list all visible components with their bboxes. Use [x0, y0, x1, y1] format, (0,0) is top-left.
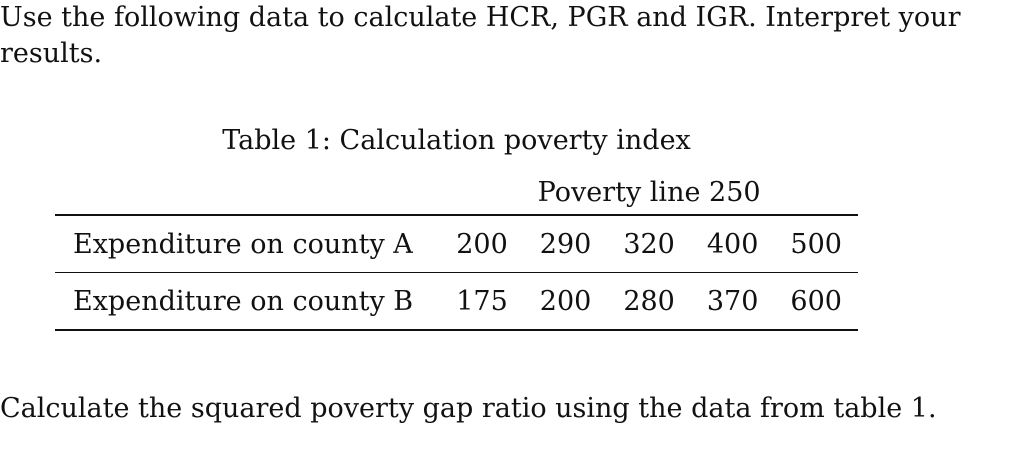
row-label-county-b: Expenditure on county B: [73, 285, 414, 317]
question-text: Calculate the squared poverty gap ratio …: [0, 393, 937, 424]
table-cell: 500: [790, 228, 842, 260]
intro-instructions: Use the following data to calculate HCR,…: [0, 2, 961, 69]
table-caption: Table 1: Calculation poverty index: [222, 125, 691, 156]
table-row-county-a: Expenditure on county A 200 290 320 400 …: [55, 215, 858, 273]
header-blank-cell: [55, 170, 440, 215]
poverty-index-table: Poverty line 250 Expenditure on county A…: [55, 170, 858, 331]
table-cell: 320: [623, 228, 675, 260]
table-cell: 290: [539, 228, 592, 260]
table-cell: 200: [539, 285, 592, 317]
table-cell: 600: [790, 285, 842, 317]
table-cell: 370: [706, 285, 759, 317]
poverty-table-container: Poverty line 250 Expenditure on county A…: [55, 170, 858, 331]
row-label-county-a: Expenditure on county A: [73, 228, 413, 260]
table-cell: 280: [623, 285, 675, 317]
table-cell: 400: [706, 228, 759, 260]
table-cell: 175: [456, 285, 508, 317]
poverty-line-header: Poverty line 250: [537, 176, 761, 208]
table-cell: 200: [456, 228, 508, 260]
table-header-row: Poverty line 250: [55, 170, 858, 215]
table-row-county-b: Expenditure on county B 175 200 280 370 …: [55, 272, 858, 330]
